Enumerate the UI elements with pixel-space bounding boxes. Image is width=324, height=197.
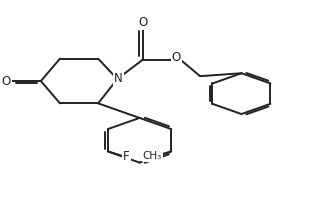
Text: O: O [138, 16, 147, 29]
Text: F: F [123, 150, 130, 163]
Text: N: N [114, 72, 123, 85]
Text: O: O [2, 74, 11, 87]
Text: CH₃: CH₃ [143, 151, 162, 161]
Text: O: O [171, 51, 181, 64]
